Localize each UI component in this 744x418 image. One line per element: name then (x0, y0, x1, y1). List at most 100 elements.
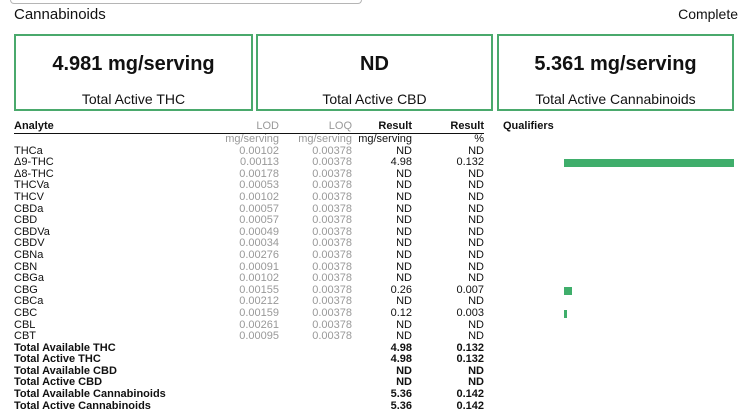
result-value: ND (396, 225, 412, 238)
total-name: Total Available Cannabinoids (14, 388, 166, 401)
header-qualifiers: Qualifiers (503, 120, 554, 132)
units-row: mg/serving mg/serving mg/serving % (14, 133, 734, 146)
result-pct-value: ND (468, 260, 484, 273)
header-loq: LOQ (328, 120, 352, 132)
analyte-name: CBT (14, 330, 36, 343)
loq-value: 0.00378 (312, 306, 352, 319)
result-value: ND (396, 330, 412, 343)
result-pct-value: ND (468, 190, 484, 203)
qualifier-bar (564, 309, 567, 318)
unit-result-pct: % (474, 133, 484, 145)
lod-value: 0.00102 (239, 190, 279, 203)
result-value: ND (396, 260, 412, 273)
table-header: Analyte LOD LOQ Result Result Qualifiers (14, 120, 734, 134)
lod-value: 0.00091 (239, 260, 279, 273)
result-pct-value: ND (468, 214, 484, 227)
result-value: ND (396, 202, 412, 215)
total-result-value: ND (396, 376, 412, 389)
lod-value: 0.00049 (239, 225, 279, 238)
qualifier-bar (564, 159, 734, 168)
analyte-name: CBDV (14, 237, 45, 250)
loq-value: 0.00378 (312, 202, 352, 215)
result-pct-value: ND (468, 144, 484, 157)
section-title: Cannabinoids (14, 6, 106, 23)
lod-value: 0.00155 (239, 283, 279, 296)
table-row: THCa 0.00102 0.00378 ND ND (14, 144, 734, 158)
total-row: Total Available THC 4.98 0.132 (14, 341, 734, 355)
table-row: CBCa 0.00212 0.00378 ND ND (14, 296, 734, 308)
loq-value: 0.00378 (312, 144, 352, 157)
loq-value: 0.00378 (312, 237, 352, 250)
analyte-name: CBN (14, 260, 38, 273)
result-value: ND (396, 167, 412, 180)
analyte-name: CBCa (14, 295, 44, 308)
table-row: THCVa 0.00053 0.00378 ND ND (14, 180, 734, 192)
lod-value: 0.00178 (239, 167, 279, 180)
result-pct-value: 0.007 (456, 283, 484, 296)
loq-value: 0.00378 (312, 190, 352, 203)
loq-value: 0.00378 (312, 260, 352, 273)
result-pct-value: ND (468, 202, 484, 215)
table-row: CBDa 0.00057 0.00378 ND ND (14, 202, 734, 216)
table-row: Δ9-THC 0.00113 0.00378 4.98 0.132 (14, 157, 734, 169)
loq-value: 0.00378 (312, 248, 352, 261)
unit-lod: mg/serving (225, 133, 279, 145)
table-row: THCV 0.00102 0.00378 ND ND (14, 190, 734, 204)
lod-value: 0.00102 (239, 144, 279, 157)
result-pct-value: ND (468, 179, 484, 192)
top-input-frame (10, 0, 362, 4)
result-pct-value: ND (468, 167, 484, 180)
analyte-name: CBNa (14, 248, 44, 261)
table-row: CBL 0.00261 0.00378 ND ND (14, 318, 734, 332)
total-name: Total Available CBD (14, 364, 117, 377)
total-name: Total Active Cannabinoids (14, 399, 151, 412)
header-lod: LOD (256, 120, 279, 132)
lod-value: 0.00057 (239, 214, 279, 227)
analyte-name: CBC (14, 306, 38, 319)
status-label: Complete (678, 6, 738, 22)
result-value: ND (396, 272, 412, 285)
card-label: Total Active CBD (322, 91, 427, 107)
total-result-pct-value: 0.142 (456, 399, 484, 412)
lod-value: 0.00102 (239, 272, 279, 285)
loq-value: 0.00378 (312, 214, 352, 227)
result-pct-value: 0.132 (456, 156, 484, 169)
card-value: ND (360, 53, 389, 75)
result-value: 0.12 (390, 306, 412, 319)
result-pct-value: ND (468, 237, 484, 250)
result-value: ND (396, 179, 412, 192)
table-row: CBC 0.00159 0.00378 0.12 0.003 (14, 306, 734, 320)
card-value: 4.981 mg/serving (52, 53, 215, 75)
lod-value: 0.00113 (240, 156, 279, 169)
table-row: CBGa 0.00102 0.00378 ND ND (14, 273, 734, 285)
lod-value: 0.00159 (239, 306, 279, 319)
result-value: ND (396, 295, 412, 308)
total-result-value: 5.36 (390, 388, 412, 401)
result-value: ND (396, 248, 412, 261)
total-result-pct-value: 0.132 (456, 353, 484, 366)
table-row: CBNa 0.00276 0.00378 ND ND (14, 248, 734, 262)
analyte-name: CBGa (14, 272, 44, 285)
analyte-name: CBDVa (14, 225, 50, 238)
analyte-name: CBL (14, 318, 36, 331)
header-result-pct: Result (450, 120, 484, 132)
table-row: CBD 0.00057 0.00378 ND ND (14, 215, 734, 227)
total-result-pct-value: ND (468, 364, 484, 377)
loq-value: 0.00378 (312, 156, 352, 169)
total-result-pct-value: ND (468, 376, 484, 389)
result-pct-value: ND (468, 248, 484, 261)
analyte-name: CBG (14, 283, 38, 296)
loq-value: 0.00378 (312, 318, 352, 331)
result-pct-value: ND (468, 318, 484, 331)
table-row: CBG 0.00155 0.00378 0.26 0.007 (14, 283, 734, 297)
result-pct-value: ND (468, 330, 484, 343)
lod-value: 0.00276 (239, 248, 279, 261)
total-name: Total Available THC (14, 341, 116, 354)
lod-value: 0.00053 (239, 179, 279, 192)
total-row: Total Available Cannabinoids 5.36 0.142 (14, 388, 734, 401)
lod-value: 0.00261 (239, 318, 279, 331)
loq-value: 0.00378 (312, 225, 352, 238)
table-body: THCa 0.00102 0.00378 ND ND Δ9-THC 0.00113 0.003… (14, 144, 734, 413)
table-row: CBDVa 0.00049 0.00378 ND ND (14, 225, 734, 239)
table-row: CBT 0.00095 0.00378 ND ND (14, 330, 734, 343)
